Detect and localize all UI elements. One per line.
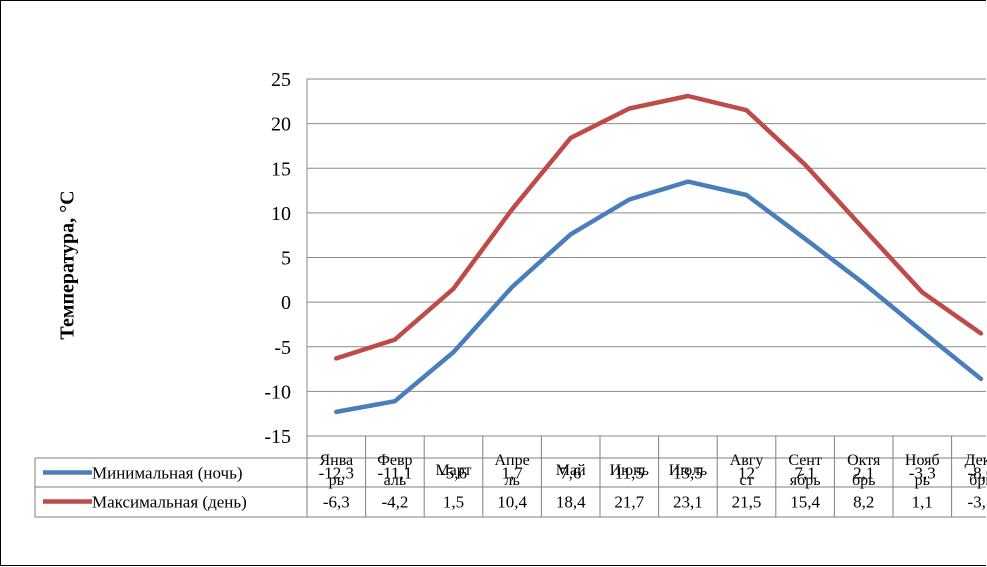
category-label: ль (504, 472, 519, 489)
category-label: Дека (964, 452, 987, 469)
y-tick-label: -10 (264, 381, 291, 403)
category-label: рь (915, 472, 930, 489)
data-value-label: -8,6 (967, 464, 987, 483)
y-tick-label: 15 (271, 158, 291, 180)
category-label: аль (384, 472, 407, 489)
data-value-label: 21,7 (614, 493, 644, 512)
category-label: рь (329, 472, 344, 489)
legend-label: Минимальная (ночь) (92, 464, 242, 483)
category-label: Нояб (905, 452, 940, 469)
series-line (334, 93, 984, 361)
category-label: ст (739, 472, 753, 489)
y-tick-label: 0 (281, 292, 291, 314)
data-value-label: 1,1 (912, 493, 933, 512)
y-tick-label: 5 (281, 248, 291, 270)
data-value-label: -12,3 (319, 464, 354, 483)
data-value-label: 21,5 (732, 493, 762, 512)
category-label: Авгу (730, 452, 764, 469)
category-label: Февр (377, 452, 412, 469)
y-tick-label: -5 (274, 337, 291, 359)
y-tick-label: -15 (264, 426, 291, 448)
data-value-label: -5,6 (440, 464, 467, 483)
data-value-label: 1,5 (443, 493, 464, 512)
y-tick-label: 20 (271, 114, 291, 136)
y-tick-label: 25 (271, 69, 291, 91)
data-value-label: 2,1 (853, 464, 874, 483)
category-label: Октя (847, 452, 881, 469)
data-value-label: -6,3 (323, 493, 350, 512)
data-value-label: -4,2 (381, 493, 408, 512)
data-value-label: 7,6 (560, 464, 581, 483)
data-value-label: 23,1 (673, 493, 703, 512)
data-value-label: 7,1 (794, 464, 815, 483)
category-label: Сент (788, 452, 822, 469)
category-label: брь (852, 472, 875, 489)
data-value-label: 18,4 (556, 493, 586, 512)
data-value-label: 8,2 (853, 493, 874, 512)
category-label: Июнь (610, 462, 649, 479)
data-value-label: -3,3 (909, 464, 936, 483)
data-value-label: -3,5 (967, 493, 987, 512)
series-line (334, 179, 984, 415)
y-axis-label: Температура, °C (56, 190, 79, 340)
category-label: Март (435, 462, 471, 479)
category-label: Апре (494, 452, 529, 469)
category-label: Июль (669, 462, 707, 479)
data-value-label: -11,1 (378, 464, 413, 483)
data-value-label: 10,4 (497, 493, 527, 512)
category-label: ябрь (790, 472, 821, 489)
data-value-label: 13,5 (673, 464, 703, 483)
y-tick-label: 10 (271, 203, 291, 225)
category-label: Янва (319, 452, 353, 469)
data-value-label: 1,7 (501, 464, 523, 483)
category-label: брь (969, 472, 987, 489)
data-value-label: 15,4 (790, 493, 820, 512)
category-label: Май (556, 462, 586, 479)
data-value-label: 12 (738, 464, 755, 483)
legend-label: Максимальная (день) (92, 493, 247, 512)
data-value-label: 11,5 (615, 464, 644, 483)
